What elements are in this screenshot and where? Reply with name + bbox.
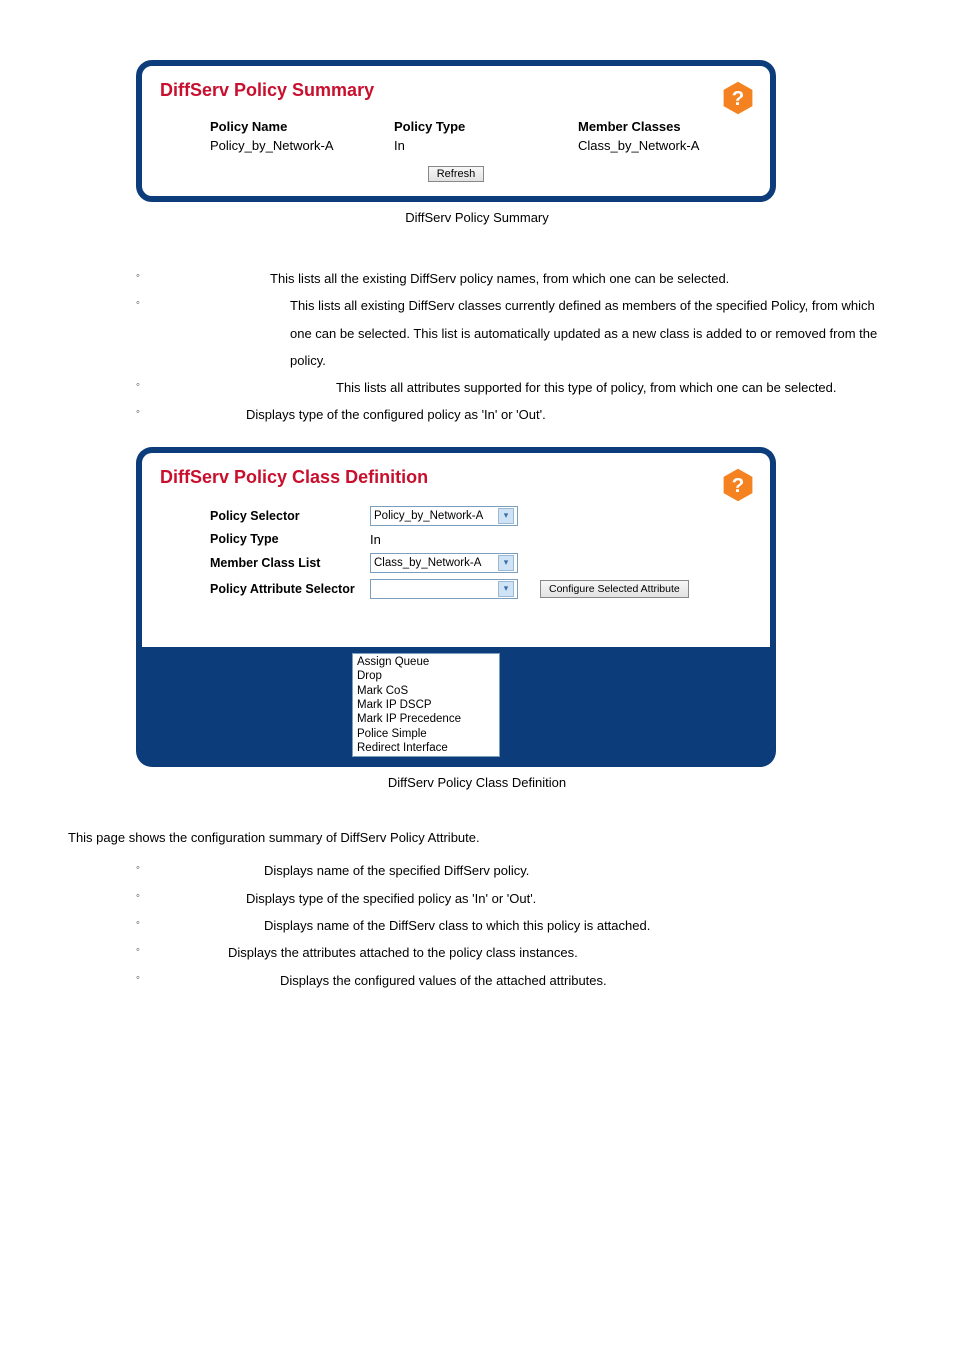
panel2-form: Policy Selector Policy_by_Network-A ▾ Po… (160, 506, 752, 599)
dropdown-option[interactable]: Mark CoS (355, 684, 497, 698)
dropdown-option[interactable]: Assign Queue (355, 655, 497, 669)
col-policy-name: Policy Name Policy_by_Network-A (210, 119, 384, 153)
desc1-item: Displays type of the configured policy a… (136, 401, 886, 428)
panel1-body: Policy Name Policy_by_Network-A Policy T… (160, 119, 752, 153)
value-policy-name: Policy_by_Network-A (210, 138, 384, 153)
diffserv-policy-class-definition-panel: DiffServ Policy Class Definition ? Polic… (136, 447, 776, 647)
member-class-list-select[interactable]: Class_by_Network-A ▾ (370, 553, 518, 573)
policy-attribute-selector-select[interactable]: ▾ (370, 579, 518, 599)
member-class-list-value: Class_by_Network-A (374, 557, 481, 569)
col-member-classes: Member Classes Class_by_Network-A (578, 119, 752, 153)
value-member-classes: Class_by_Network-A (578, 138, 752, 153)
description-list-2: Displays name of the specified DiffServ … (68, 857, 886, 993)
desc2-text-4: Displays the configured values of the at… (162, 967, 607, 994)
dropdown-option[interactable]: Drop (355, 669, 497, 683)
chevron-down-icon: ▾ (498, 555, 514, 571)
description-list-1: This lists all the existing DiffServ pol… (68, 265, 886, 429)
desc2-item: Displays name of the DiffServ class to w… (136, 912, 886, 939)
desc2-item: Displays name of the specified DiffServ … (136, 857, 886, 884)
row-member-class-list: Member Class List Class_by_Network-A ▾ (210, 553, 752, 573)
dropdown-option[interactable]: Mark IP DSCP (355, 698, 497, 712)
configure-selected-attribute-button[interactable]: Configure Selected Attribute (540, 580, 689, 598)
intro-text: This page shows the configuration summar… (68, 830, 886, 845)
label-member-class-list: Member Class List (210, 556, 370, 570)
dropdown-option[interactable]: Mark IP Precedence (355, 712, 497, 726)
row-policy-selector: Policy Selector Policy_by_Network-A ▾ (210, 506, 752, 526)
value-policy-type2: In (370, 532, 381, 547)
panel2-caption: DiffServ Policy Class Definition (68, 775, 886, 790)
desc2-item: Displays the attributes attached to the … (136, 939, 886, 966)
policy-attribute-dropdown-list[interactable]: Assign Queue Drop Mark CoS Mark IP DSCP … (352, 653, 500, 758)
desc2-text-2: Displays name of the DiffServ class to w… (162, 912, 650, 939)
desc1-text-3: Displays type of the configured policy a… (162, 401, 546, 428)
desc1-item: This lists all attributes supported for … (136, 374, 886, 401)
row-policy-attribute-selector: Policy Attribute Selector ▾ Configure Se… (210, 579, 752, 599)
row-policy-type: Policy Type In (210, 532, 752, 547)
diffserv-policy-summary-panel: DiffServ Policy Summary ? Policy Name Po… (136, 60, 776, 202)
desc1-text-1: This lists all existing DiffServ classes… (162, 292, 886, 374)
label-policy-selector: Policy Selector (210, 509, 370, 523)
svg-text:?: ? (732, 474, 745, 497)
refresh-button[interactable]: Refresh (428, 166, 485, 182)
label-policy-name: Policy Name (210, 119, 384, 134)
desc2-item: Displays the configured values of the at… (136, 967, 886, 994)
panel2-dark-footer: Assign Queue Drop Mark CoS Mark IP DSCP … (136, 647, 776, 768)
value-policy-type: In (394, 138, 568, 153)
policy-selector-value: Policy_by_Network-A (374, 510, 483, 522)
label-member-classes: Member Classes (578, 119, 752, 134)
desc2-text-3: Displays the attributes attached to the … (162, 939, 578, 966)
desc1-item: This lists all the existing DiffServ pol… (136, 265, 886, 292)
desc1-text-0: This lists all the existing DiffServ pol… (162, 265, 729, 292)
label-policy-type2: Policy Type (210, 532, 370, 546)
refresh-row: Refresh (160, 165, 752, 182)
label-policy-type: Policy Type (394, 119, 568, 134)
desc2-text-0: Displays name of the specified DiffServ … (162, 857, 529, 884)
svg-text:?: ? (732, 87, 745, 110)
desc2-text-1: Displays type of the specified policy as… (162, 885, 536, 912)
dropdown-option[interactable]: Redirect Interface (355, 741, 497, 755)
panel1-title: DiffServ Policy Summary (160, 80, 752, 101)
chevron-down-icon: ▾ (498, 508, 514, 524)
desc2-item: Displays type of the specified policy as… (136, 885, 886, 912)
policy-selector-select[interactable]: Policy_by_Network-A ▾ (370, 506, 518, 526)
desc1-text-2: This lists all attributes supported for … (162, 374, 837, 401)
chevron-down-icon: ▾ (498, 581, 514, 597)
panel2-title: DiffServ Policy Class Definition (160, 467, 752, 488)
label-policy-attribute-selector: Policy Attribute Selector (210, 582, 370, 596)
col-policy-type: Policy Type In (394, 119, 568, 153)
dropdown-option[interactable]: Police Simple (355, 727, 497, 741)
panel1-caption: DiffServ Policy Summary (68, 210, 886, 225)
help-icon[interactable]: ? (720, 80, 756, 116)
desc1-item: This lists all existing DiffServ classes… (136, 292, 886, 374)
help-icon[interactable]: ? (720, 467, 756, 503)
